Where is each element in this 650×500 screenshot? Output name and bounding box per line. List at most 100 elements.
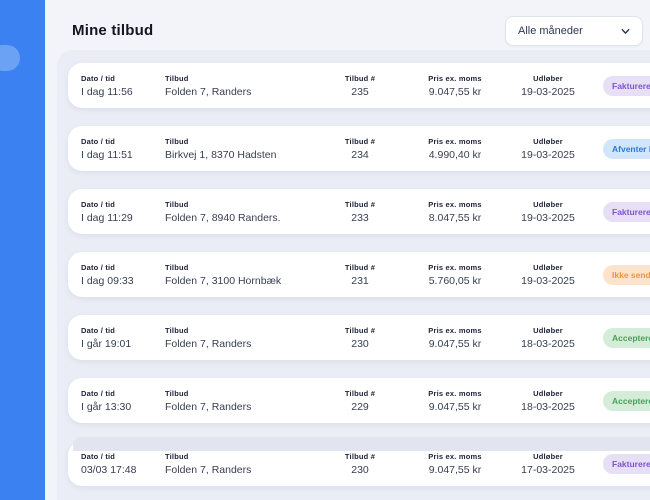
offer-address: Tilbud Folden 7, 8940 Randers. (165, 200, 320, 224)
offer-price-value: 8.047,55 kr (428, 211, 482, 224)
offer-number: Tilbud # 230 (320, 326, 400, 350)
column-label-address: Tilbud (165, 73, 189, 83)
offer-price-value: 5.760,05 kr (428, 274, 482, 287)
offer-expiry: Udløber 19-03-2025 (510, 74, 586, 98)
offer-address-value: Folden 7, Randers (165, 85, 252, 98)
offer-date: Dato / tid I dag 11:29 (81, 200, 165, 224)
topbar: Mine tilbud Alle måneder (45, 0, 650, 55)
offer-date: Dato / tid I går 13:30 (81, 389, 165, 413)
offer-row[interactable]: Dato / tid I dag 11:56 Tilbud Folden 7, … (68, 63, 650, 108)
page-title: Mine tilbud (72, 22, 154, 39)
offer-address: Tilbud Birkvej 1, 8370 Hadsten (165, 137, 320, 161)
offer-number: Tilbud # 230 (320, 452, 400, 476)
offer-date-value: I dag 11:56 (81, 85, 133, 98)
offer-row[interactable]: Dato / tid I dag 09:33 Tilbud Folden 7, … (68, 252, 650, 297)
status-badge: Accepteret (603, 390, 650, 411)
column-label-expiry: Udløber (533, 262, 563, 272)
offer-address-value: Folden 7, Randers (165, 400, 252, 413)
offer-price: Pris ex. moms 9.047,55 kr (400, 389, 510, 413)
offer-date: Dato / tid I dag 11:51 (81, 137, 165, 161)
offer-date: Dato / tid I dag 11:56 (81, 74, 165, 98)
column-label-number: Tilbud # (344, 451, 376, 461)
offer-price: Pris ex. moms 9.047,55 kr (400, 74, 510, 98)
offer-date: Dato / tid I dag 09:33 (81, 263, 165, 287)
offer-expiry: Udløber 19-03-2025 (510, 137, 586, 161)
offer-number-value: 235 (351, 85, 369, 98)
status-badge: Faktureret (603, 453, 650, 474)
offer-expiry-value: 18-03-2025 (521, 400, 575, 413)
column-label-price: Pris ex. moms (428, 199, 482, 209)
offers-list: Dato / tid I dag 11:56 Tilbud Folden 7, … (57, 50, 650, 500)
column-label-date: Dato / tid (81, 262, 116, 272)
column-label-date: Dato / tid (81, 199, 116, 209)
offer-date-value: I dag 11:51 (81, 148, 133, 161)
offer-address: Tilbud Folden 7, Randers (165, 452, 320, 476)
offer-date: Dato / tid I går 19:01 (81, 326, 165, 350)
offer-address-value: Folden 7, Randers (165, 463, 252, 476)
offer-price-value: 9.047,55 kr (428, 337, 482, 350)
status-badge: Ikke sendt (603, 264, 650, 285)
column-label-date: Dato / tid (81, 451, 116, 461)
offer-number: Tilbud # 229 (320, 389, 400, 413)
offer-expiry-value: 19-03-2025 (521, 274, 575, 287)
offer-row[interactable]: Dato / tid I dag 11:29 Tilbud Folden 7, … (68, 189, 650, 234)
sidebar-active-item[interactable] (0, 45, 20, 71)
offer-number-value: 229 (351, 400, 369, 413)
offer-address-value: Birkvej 1, 8370 Hadsten (165, 148, 277, 161)
offer-address-value: Folden 7, 3100 Hornbæk (165, 274, 282, 287)
offer-address-value: Folden 7, 8940 Randers. (165, 211, 281, 224)
offer-number: Tilbud # 235 (320, 74, 400, 98)
offer-row[interactable]: Dato / tid I går 19:01 Tilbud Folden 7, … (68, 315, 650, 360)
column-label-expiry: Udløber (533, 136, 563, 146)
sidebar (0, 0, 45, 500)
column-label-number: Tilbud # (344, 199, 376, 209)
month-filter-select[interactable]: Alle måneder (505, 16, 643, 46)
offer-expiry: Udløber 18-03-2025 (510, 389, 586, 413)
offer-price-value: 4.990,40 kr (428, 148, 482, 161)
column-label-number: Tilbud # (344, 73, 376, 83)
column-label-address: Tilbud (165, 388, 189, 398)
month-filter-value: Alle måneder (518, 25, 583, 37)
offer-price-value: 9.047,55 kr (428, 463, 482, 476)
offer-price: Pris ex. moms 9.047,55 kr (400, 452, 510, 476)
offer-expiry-value: 19-03-2025 (521, 85, 575, 98)
column-label-date: Dato / tid (81, 388, 116, 398)
offer-number: Tilbud # 234 (320, 137, 400, 161)
offer-number-value: 230 (351, 463, 369, 476)
column-label-address: Tilbud (165, 136, 189, 146)
column-label-address: Tilbud (165, 199, 189, 209)
column-label-price: Pris ex. moms (428, 136, 482, 146)
column-label-date: Dato / tid (81, 325, 116, 335)
offer-date-value: I går 19:01 (81, 337, 132, 350)
column-label-address: Tilbud (165, 325, 189, 335)
offer-price: Pris ex. moms 4.990,40 kr (400, 137, 510, 161)
offer-row[interactable]: Dato / tid I dag 11:51 Tilbud Birkvej 1,… (68, 126, 650, 171)
column-label-number: Tilbud # (344, 262, 376, 272)
topbar-controls: Alle måneder (505, 16, 650, 46)
offer-price-value: 9.047,55 kr (428, 400, 482, 413)
main-content: Mine tilbud Alle måneder Dato / tid I da… (45, 0, 650, 500)
status-badge: Faktureret (603, 201, 650, 222)
offer-row[interactable]: Dato / tid I går 13:30 Tilbud Folden 7, … (68, 378, 650, 423)
column-label-address: Tilbud (165, 451, 189, 461)
offer-date-value: I dag 09:33 (81, 274, 134, 287)
offer-address: Tilbud Folden 7, Randers (165, 326, 320, 350)
offer-price: Pris ex. moms 9.047,55 kr (400, 326, 510, 350)
column-label-expiry: Udløber (533, 73, 563, 83)
offer-expiry: Udløber 17-03-2025 (510, 452, 586, 476)
offer-expiry: Udløber 19-03-2025 (510, 263, 586, 287)
offer-address: Tilbud Folden 7, Randers (165, 389, 320, 413)
column-label-price: Pris ex. moms (428, 262, 482, 272)
offer-date-value: I går 13:30 (81, 400, 132, 413)
column-label-date: Dato / tid (81, 136, 116, 146)
offer-address: Tilbud Folden 7, 3100 Hornbæk (165, 263, 320, 287)
column-label-price: Pris ex. moms (428, 325, 482, 335)
column-label-expiry: Udløber (533, 199, 563, 209)
offer-address: Tilbud Folden 7, Randers (165, 74, 320, 98)
column-label-number: Tilbud # (344, 136, 376, 146)
status-badge: Faktureret (603, 75, 650, 96)
offer-address-value: Folden 7, Randers (165, 337, 252, 350)
column-label-number: Tilbud # (344, 325, 376, 335)
offer-price: Pris ex. moms 5.760,05 kr (400, 263, 510, 287)
status-badge: Afventer kunde (603, 138, 650, 159)
